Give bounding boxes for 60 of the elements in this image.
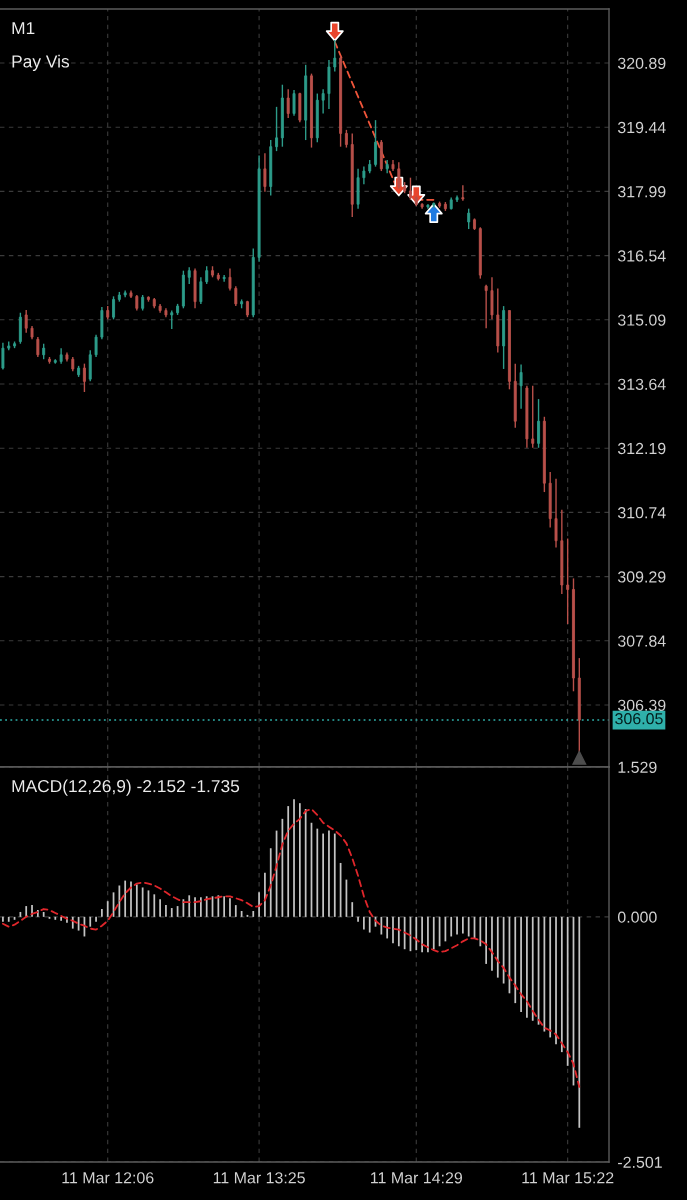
ref-line-label: 306.05 [615,713,663,725]
y-tick-label: 316.54 [617,250,666,262]
candlestick [211,265,214,279]
candlestick [467,207,471,230]
candlestick [537,398,541,449]
candlestick [310,72,313,149]
y-tick-label: 307.84 [617,635,666,647]
candlestick [82,362,86,393]
text: M1 [12,22,35,35]
text: MACD(12,26,9) -2.152 -1.735 [12,779,240,796]
text: Pay Vis [12,54,70,72]
candlestick [234,285,238,307]
candlestick [222,274,226,283]
x-tick-label: 11 Mar 15:22 [522,1172,614,1184]
candlestick [461,184,465,202]
x-tick-label: 11 Mar 14:29 [371,1172,462,1184]
candlestick [286,88,290,119]
x-tick-label: 11 Mar 12:06 [62,1172,154,1184]
candlestick [228,267,232,292]
y-tick-label: 1.529 [618,761,657,773]
y-tick-label: 0.000 [617,911,657,923]
candlestick [566,537,570,625]
candlestick [275,106,279,152]
x-tick-label: 11 Mar 13:25 [213,1172,305,1184]
candlestick [519,363,523,410]
candlestick [13,340,17,349]
candlestick [473,217,476,231]
y-tick-label: 306.39 [617,699,666,711]
candlestick [572,577,575,692]
y-tick-label: 313.64 [617,378,666,390]
candlestick [374,119,377,168]
candlestick [94,334,98,358]
candlestick [24,309,28,334]
candlestick [409,176,412,201]
y-tick-label: 320.89 [617,57,666,69]
candlestick [1,342,5,371]
candlestick [321,88,325,115]
point [325,21,344,42]
y-tick-label: 315.09 [617,314,666,326]
candlestick [484,284,488,329]
candlestick [36,336,40,358]
candlestick [112,295,115,321]
candlestick [554,478,558,549]
candlestick [292,89,296,117]
y-tick-label: 310.74 [617,507,666,519]
candlestick [397,161,401,190]
y-tick-label: -2.501 [618,1156,662,1168]
candlestick [263,152,267,193]
y-tick-label: 319.44 [617,121,666,134]
point [424,203,443,223]
candlestick [531,385,535,449]
candlestick [333,39,337,73]
candlestick [199,276,203,305]
candlestick [147,295,150,303]
y-tick-label: 312.19 [617,442,666,455]
y-tick-label: 317.99 [617,186,666,198]
line-series [2,808,581,1088]
candlestick [48,356,51,365]
y-tick-label: 309.29 [617,571,666,583]
candlestick [170,309,174,330]
